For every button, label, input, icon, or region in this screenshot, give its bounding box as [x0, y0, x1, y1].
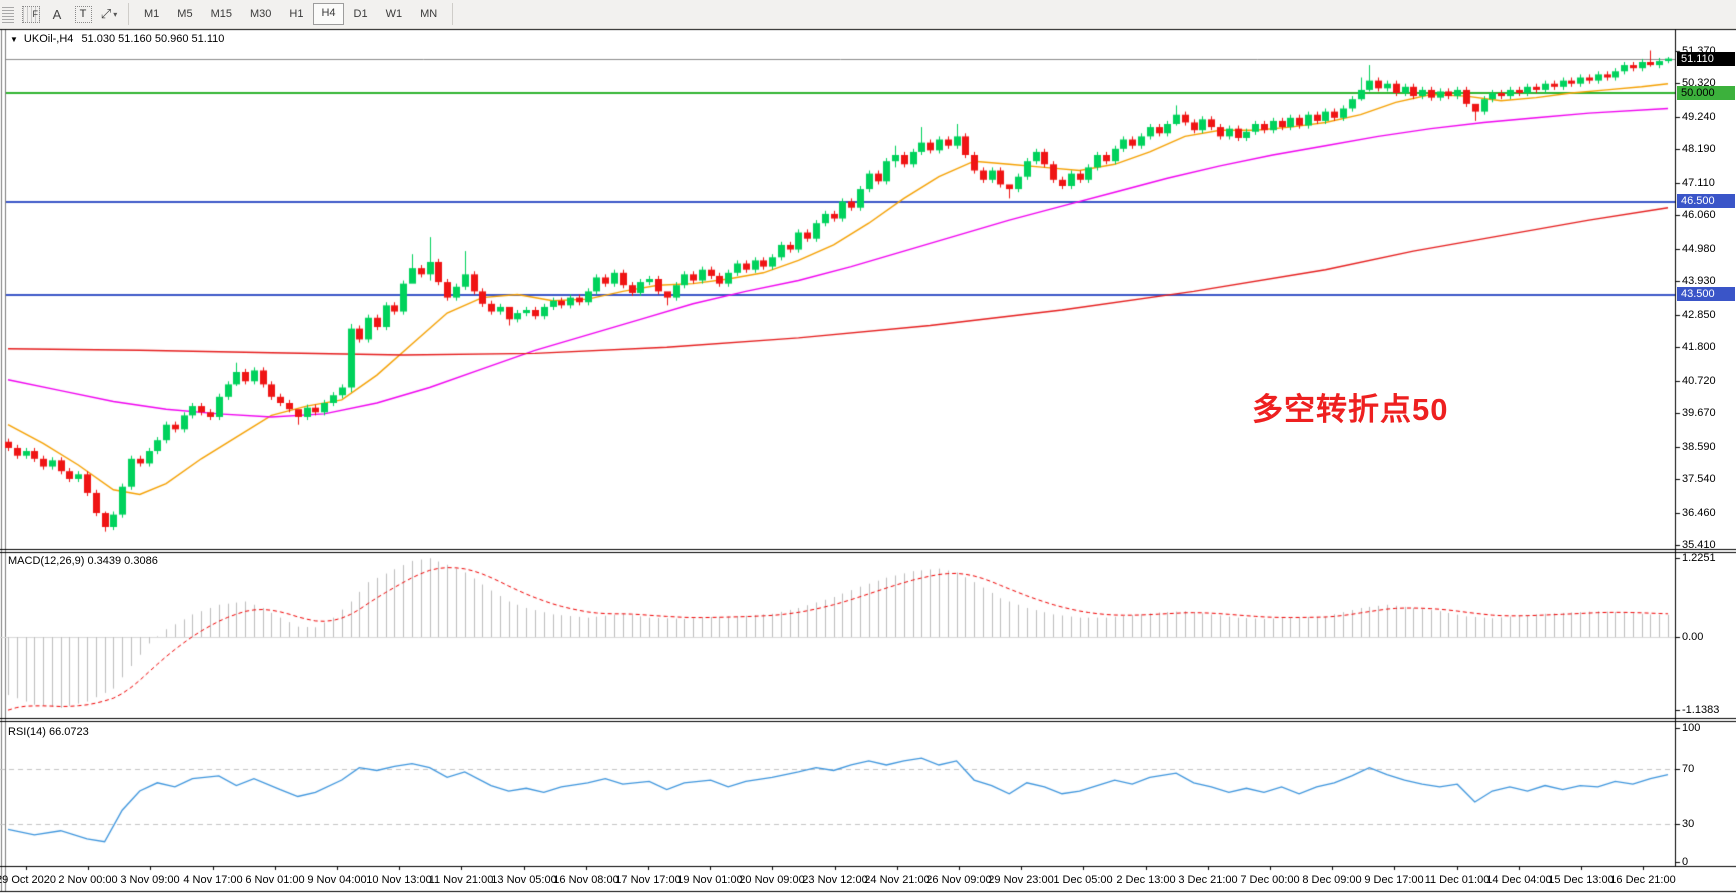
arrows-tool-button[interactable]: ⤢ ▾: [97, 3, 121, 25]
price-tick-label: 44.980: [1682, 243, 1716, 255]
timeframe-button-d1[interactable]: D1: [353, 8, 368, 20]
rsi-scale-label: 30: [1682, 818, 1695, 830]
date-tick-label: 11 Dec 01:00: [1424, 874, 1490, 886]
date-tick-label: 19 Nov 01:00: [677, 874, 743, 886]
price-tick-label: 40.720: [1682, 375, 1716, 387]
symbol-dropdown-icon[interactable]: ▼: [10, 35, 18, 44]
rsi-label: RSI(14): [8, 726, 46, 738]
timeframe-button-mn[interactable]: MN: [420, 8, 438, 20]
macd-scale-label: -1.1383: [1682, 704, 1720, 716]
chevron-down-icon: ▾: [113, 9, 118, 19]
date-tick-label: 20 Nov 09:00: [739, 874, 805, 886]
date-tick-label: 13 Nov 05:00: [491, 874, 557, 886]
macd-panel-label: MACD(12,26,9) 0.3439 0.3086: [8, 555, 158, 567]
price-tick-label: 39.670: [1682, 407, 1716, 419]
macd-scale-label: 0.00: [1682, 631, 1704, 643]
price-tick-label: 46.060: [1682, 209, 1716, 221]
date-tick-label: 4 Nov 17:00: [183, 874, 243, 886]
badge-level-43-500: 43.500: [1677, 287, 1735, 301]
date-tick-label: 17 Nov 17:00: [615, 874, 681, 886]
timeframe-button-m1[interactable]: M1: [144, 8, 160, 20]
toolbar-separator: [128, 3, 129, 25]
badge-level-46-500: 46.500: [1677, 194, 1735, 208]
timeframe-button-h1[interactable]: H1: [289, 8, 304, 20]
toolbar-separator: [452, 3, 454, 25]
price-tick-label: 49.240: [1682, 111, 1716, 123]
date-tick-label: 29 Nov 23:00: [988, 874, 1054, 886]
date-tick-label: 26 Nov 09:00: [926, 874, 992, 886]
date-tick-label: 2 Dec 13:00: [1116, 874, 1176, 886]
date-tick-label: 23 Nov 12:00: [802, 874, 868, 886]
date-tick-label: 9 Dec 17:00: [1364, 874, 1424, 886]
price-tick-label: 42.850: [1682, 309, 1716, 321]
text-tool-icon: A: [52, 6, 62, 22]
annotation-text: 多空转折点50: [1252, 392, 1449, 427]
date-tick-label: 8 Dec 09:00: [1302, 874, 1362, 886]
date-tick-label: 9 Nov 04:00: [307, 874, 367, 886]
date-tick-label: 3 Nov 09:00: [120, 874, 180, 886]
fibonacci-icon: F: [22, 5, 40, 23]
date-tick-label: 29 Oct 2020: [0, 874, 56, 886]
rsi-panel-label: RSI(14) 66.0723: [8, 726, 89, 738]
price-tick-label: 48.190: [1682, 143, 1716, 155]
price-tick-label: 36.460: [1682, 507, 1716, 519]
toolbar-drag-handle[interactable]: [2, 5, 14, 23]
text-label-tool-button[interactable]: T: [71, 3, 95, 25]
toolbar: F A T ⤢ ▾ M1 M5 M15 M30 H1 H4 D1 W1 MN: [0, 0, 1736, 29]
date-tick-label: 10 Nov 13:00: [366, 874, 432, 886]
date-tick-label: 14 Dec 04:00: [1486, 874, 1552, 886]
date-tick-label: 15 Dec 13:00: [1548, 874, 1614, 886]
date-tick-label: 1 Dec 05:00: [1053, 874, 1113, 886]
timeframe-button-m30[interactable]: M30: [249, 8, 272, 20]
price-tick-label: 35.410: [1682, 539, 1716, 551]
arrows-icon: ⤢: [100, 6, 112, 21]
price-tick-label: 43.930: [1682, 275, 1716, 287]
rsi-scale-label: 70: [1682, 763, 1695, 775]
text-label-icon: T: [74, 5, 92, 23]
price-tick-label: 41.800: [1682, 341, 1716, 353]
text-tool-button[interactable]: A: [45, 3, 69, 25]
chart-header: ▼ UKOil-,H4 51.030 51.160 50.960 51.110: [10, 33, 224, 45]
timeframe-button-h4[interactable]: H4: [313, 3, 344, 25]
date-tick-label: 16 Dec 21:00: [1610, 874, 1676, 886]
fibonacci-tool-button[interactable]: F: [19, 3, 43, 25]
timeframe-button-w1[interactable]: W1: [385, 8, 403, 20]
price-tick-label: 38.590: [1682, 441, 1716, 453]
date-tick-label: 11 Nov 21:00: [428, 874, 494, 886]
timeframe-button-m15[interactable]: M15: [210, 8, 232, 20]
rsi-scale-label: 0: [1682, 856, 1689, 868]
date-tick-label: 3 Dec 21:00: [1178, 874, 1238, 886]
date-tick-label: 6 Nov 01:00: [245, 874, 305, 886]
price-tick-label: 37.540: [1682, 473, 1716, 485]
date-tick-label: 24 Nov 21:00: [864, 874, 930, 886]
timeframe-button-m5[interactable]: M5: [177, 8, 193, 20]
macd-label: MACD(12,26,9): [8, 555, 85, 567]
chart-ohlc-values: 51.030 51.160 50.960 51.110: [81, 33, 225, 45]
price-tick-label: 47.110: [1682, 177, 1715, 189]
rsi-scale-label: 100: [1682, 722, 1701, 734]
macd-scale-label: 1.2251: [1682, 552, 1716, 564]
date-tick-label: 7 Dec 00:00: [1240, 874, 1300, 886]
badge-level-50-000: 50.000: [1677, 86, 1735, 100]
date-tick-label: 16 Nov 08:00: [553, 874, 619, 886]
chart-title: UKOil-,H4: [23, 33, 74, 45]
badge-current-price: 51.110: [1677, 52, 1735, 66]
date-tick-label: 2 Nov 00:00: [58, 874, 118, 886]
macd-values: 0.3439 0.3086: [87, 555, 158, 567]
rsi-value: 66.0723: [48, 726, 89, 738]
